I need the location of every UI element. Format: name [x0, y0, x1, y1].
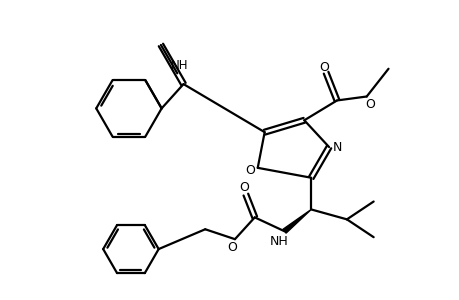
Text: N: N	[331, 140, 341, 154]
Polygon shape	[282, 209, 311, 233]
Text: O: O	[319, 61, 328, 74]
Text: O: O	[364, 98, 374, 111]
Text: O: O	[238, 181, 248, 194]
Text: NH: NH	[269, 235, 288, 248]
Text: NH: NH	[170, 59, 188, 72]
Text: O: O	[227, 241, 236, 254]
Text: O: O	[244, 164, 254, 177]
